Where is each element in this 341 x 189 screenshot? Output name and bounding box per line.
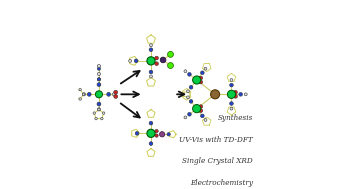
Text: Electrochemistry: Electrochemistry bbox=[190, 179, 253, 187]
Circle shape bbox=[149, 70, 153, 74]
Circle shape bbox=[155, 129, 158, 133]
Circle shape bbox=[114, 90, 118, 94]
Circle shape bbox=[234, 90, 237, 94]
Circle shape bbox=[73, 96, 76, 98]
Circle shape bbox=[82, 93, 85, 96]
Circle shape bbox=[230, 79, 233, 81]
Circle shape bbox=[204, 119, 207, 121]
Circle shape bbox=[229, 102, 233, 105]
Circle shape bbox=[187, 90, 189, 93]
Circle shape bbox=[129, 59, 132, 62]
Circle shape bbox=[199, 109, 203, 112]
Circle shape bbox=[201, 71, 204, 75]
Circle shape bbox=[167, 63, 174, 68]
Circle shape bbox=[201, 114, 204, 118]
Circle shape bbox=[107, 92, 110, 96]
Circle shape bbox=[149, 142, 153, 145]
Circle shape bbox=[114, 94, 118, 98]
Circle shape bbox=[188, 73, 191, 76]
Circle shape bbox=[160, 57, 166, 63]
Circle shape bbox=[149, 48, 153, 52]
Circle shape bbox=[97, 64, 101, 68]
Circle shape bbox=[234, 94, 237, 98]
Circle shape bbox=[98, 108, 100, 111]
Text: Synthesis: Synthesis bbox=[218, 115, 253, 122]
Circle shape bbox=[199, 105, 203, 108]
Circle shape bbox=[147, 57, 155, 65]
Circle shape bbox=[188, 112, 191, 116]
Circle shape bbox=[229, 83, 233, 87]
Text: Single Crystal XRD: Single Crystal XRD bbox=[182, 157, 253, 165]
Circle shape bbox=[184, 116, 187, 119]
Circle shape bbox=[135, 132, 139, 135]
Circle shape bbox=[73, 90, 76, 93]
Circle shape bbox=[230, 107, 233, 110]
Circle shape bbox=[155, 62, 159, 66]
Circle shape bbox=[82, 93, 86, 96]
Text: UV-Vis with TD-DFT: UV-Vis with TD-DFT bbox=[179, 136, 253, 144]
Circle shape bbox=[97, 78, 101, 81]
Circle shape bbox=[79, 98, 81, 100]
Circle shape bbox=[239, 92, 242, 96]
Circle shape bbox=[167, 51, 174, 57]
Circle shape bbox=[97, 83, 101, 87]
Circle shape bbox=[155, 56, 159, 60]
Circle shape bbox=[187, 96, 189, 99]
Circle shape bbox=[184, 70, 187, 73]
Circle shape bbox=[211, 90, 220, 99]
Circle shape bbox=[149, 44, 152, 47]
Circle shape bbox=[199, 76, 203, 80]
Circle shape bbox=[97, 72, 101, 76]
Circle shape bbox=[244, 93, 247, 96]
Circle shape bbox=[95, 91, 103, 98]
Circle shape bbox=[189, 100, 193, 103]
Circle shape bbox=[155, 134, 158, 137]
Circle shape bbox=[87, 92, 91, 96]
Circle shape bbox=[193, 105, 201, 113]
Circle shape bbox=[149, 75, 152, 78]
Circle shape bbox=[97, 102, 101, 106]
Circle shape bbox=[97, 78, 101, 81]
Circle shape bbox=[199, 80, 203, 84]
Circle shape bbox=[147, 129, 155, 137]
Circle shape bbox=[95, 117, 97, 120]
Circle shape bbox=[102, 112, 105, 114]
Circle shape bbox=[160, 132, 165, 137]
Circle shape bbox=[193, 76, 201, 84]
Circle shape bbox=[149, 121, 153, 125]
Circle shape bbox=[101, 117, 103, 120]
Circle shape bbox=[97, 108, 101, 111]
Circle shape bbox=[134, 59, 138, 63]
Circle shape bbox=[97, 67, 101, 70]
Circle shape bbox=[189, 85, 193, 89]
Circle shape bbox=[167, 133, 170, 136]
Circle shape bbox=[93, 112, 95, 114]
Circle shape bbox=[79, 88, 81, 91]
Circle shape bbox=[204, 67, 207, 70]
Circle shape bbox=[227, 90, 236, 98]
Circle shape bbox=[113, 93, 116, 96]
